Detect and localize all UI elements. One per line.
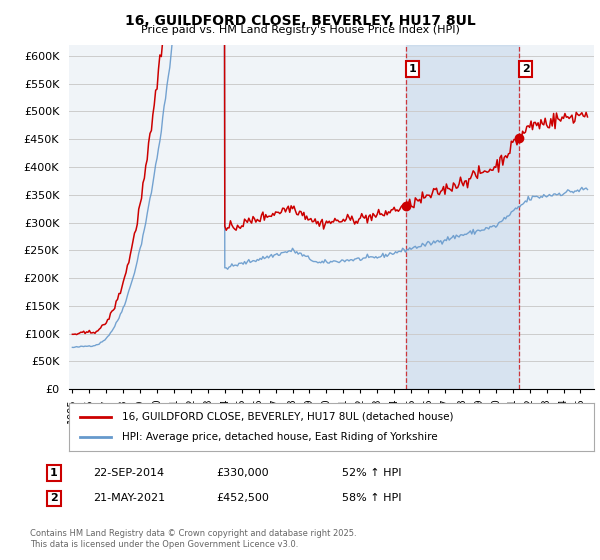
Bar xyxy=(406,45,519,389)
Text: 16, GUILDFORD CLOSE, BEVERLEY, HU17 8UL (detached house): 16, GUILDFORD CLOSE, BEVERLEY, HU17 8UL … xyxy=(121,412,453,422)
Text: Contains HM Land Registry data © Crown copyright and database right 2025.
This d: Contains HM Land Registry data © Crown c… xyxy=(30,529,356,549)
Text: 22-SEP-2014: 22-SEP-2014 xyxy=(93,468,164,478)
Text: 16, GUILDFORD CLOSE, BEVERLEY, HU17 8UL: 16, GUILDFORD CLOSE, BEVERLEY, HU17 8UL xyxy=(125,14,475,28)
Text: HPI: Average price, detached house, East Riding of Yorkshire: HPI: Average price, detached house, East… xyxy=(121,432,437,442)
Text: 2: 2 xyxy=(50,493,58,503)
Text: 2: 2 xyxy=(521,64,529,74)
Text: 52% ↑ HPI: 52% ↑ HPI xyxy=(342,468,401,478)
Text: £452,500: £452,500 xyxy=(216,493,269,503)
Text: £330,000: £330,000 xyxy=(216,468,269,478)
Text: 1: 1 xyxy=(50,468,58,478)
Text: Price paid vs. HM Land Registry's House Price Index (HPI): Price paid vs. HM Land Registry's House … xyxy=(140,25,460,35)
Text: 1: 1 xyxy=(409,64,416,74)
Text: 21-MAY-2021: 21-MAY-2021 xyxy=(93,493,165,503)
Text: 58% ↑ HPI: 58% ↑ HPI xyxy=(342,493,401,503)
